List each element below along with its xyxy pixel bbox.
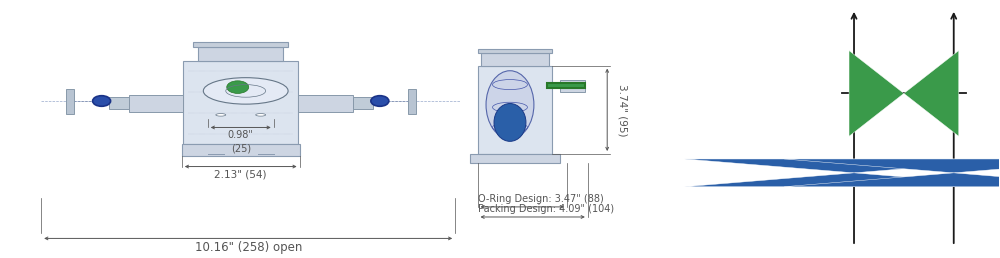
Text: Packing Design: 4.09" (104): Packing Design: 4.09" (104) <box>478 204 614 214</box>
Bar <box>193 42 288 47</box>
Ellipse shape <box>486 71 534 139</box>
Circle shape <box>216 114 226 116</box>
Text: O-Ring Design: 3.47" (88): O-Ring Design: 3.47" (88) <box>478 194 603 204</box>
Text: (25): (25) <box>231 144 251 154</box>
Bar <box>470 154 560 163</box>
Bar <box>481 53 549 66</box>
Bar <box>478 49 552 53</box>
Polygon shape <box>904 51 959 136</box>
Bar <box>182 144 300 156</box>
Ellipse shape <box>227 81 249 93</box>
Polygon shape <box>784 159 1000 173</box>
Bar <box>183 61 298 144</box>
Circle shape <box>256 114 266 116</box>
Bar <box>547 83 585 88</box>
Text: 3.74" (95): 3.74" (95) <box>617 84 627 136</box>
Ellipse shape <box>203 78 288 104</box>
Bar <box>353 97 373 109</box>
Text: 0.98": 0.98" <box>228 130 254 140</box>
Ellipse shape <box>494 103 526 141</box>
Bar <box>129 95 183 112</box>
Text: 2.13" (54): 2.13" (54) <box>214 169 267 179</box>
Bar <box>298 95 353 112</box>
Bar <box>560 79 585 92</box>
Polygon shape <box>849 51 904 136</box>
Ellipse shape <box>93 96 111 106</box>
Bar <box>478 66 552 154</box>
Polygon shape <box>684 173 1000 187</box>
Bar <box>109 97 129 109</box>
Bar <box>408 89 416 114</box>
Bar <box>66 89 74 114</box>
Polygon shape <box>684 159 1000 173</box>
Polygon shape <box>784 173 1000 187</box>
Bar <box>198 47 283 61</box>
Ellipse shape <box>371 96 389 106</box>
Text: 10.16" (258) open: 10.16" (258) open <box>195 241 302 254</box>
